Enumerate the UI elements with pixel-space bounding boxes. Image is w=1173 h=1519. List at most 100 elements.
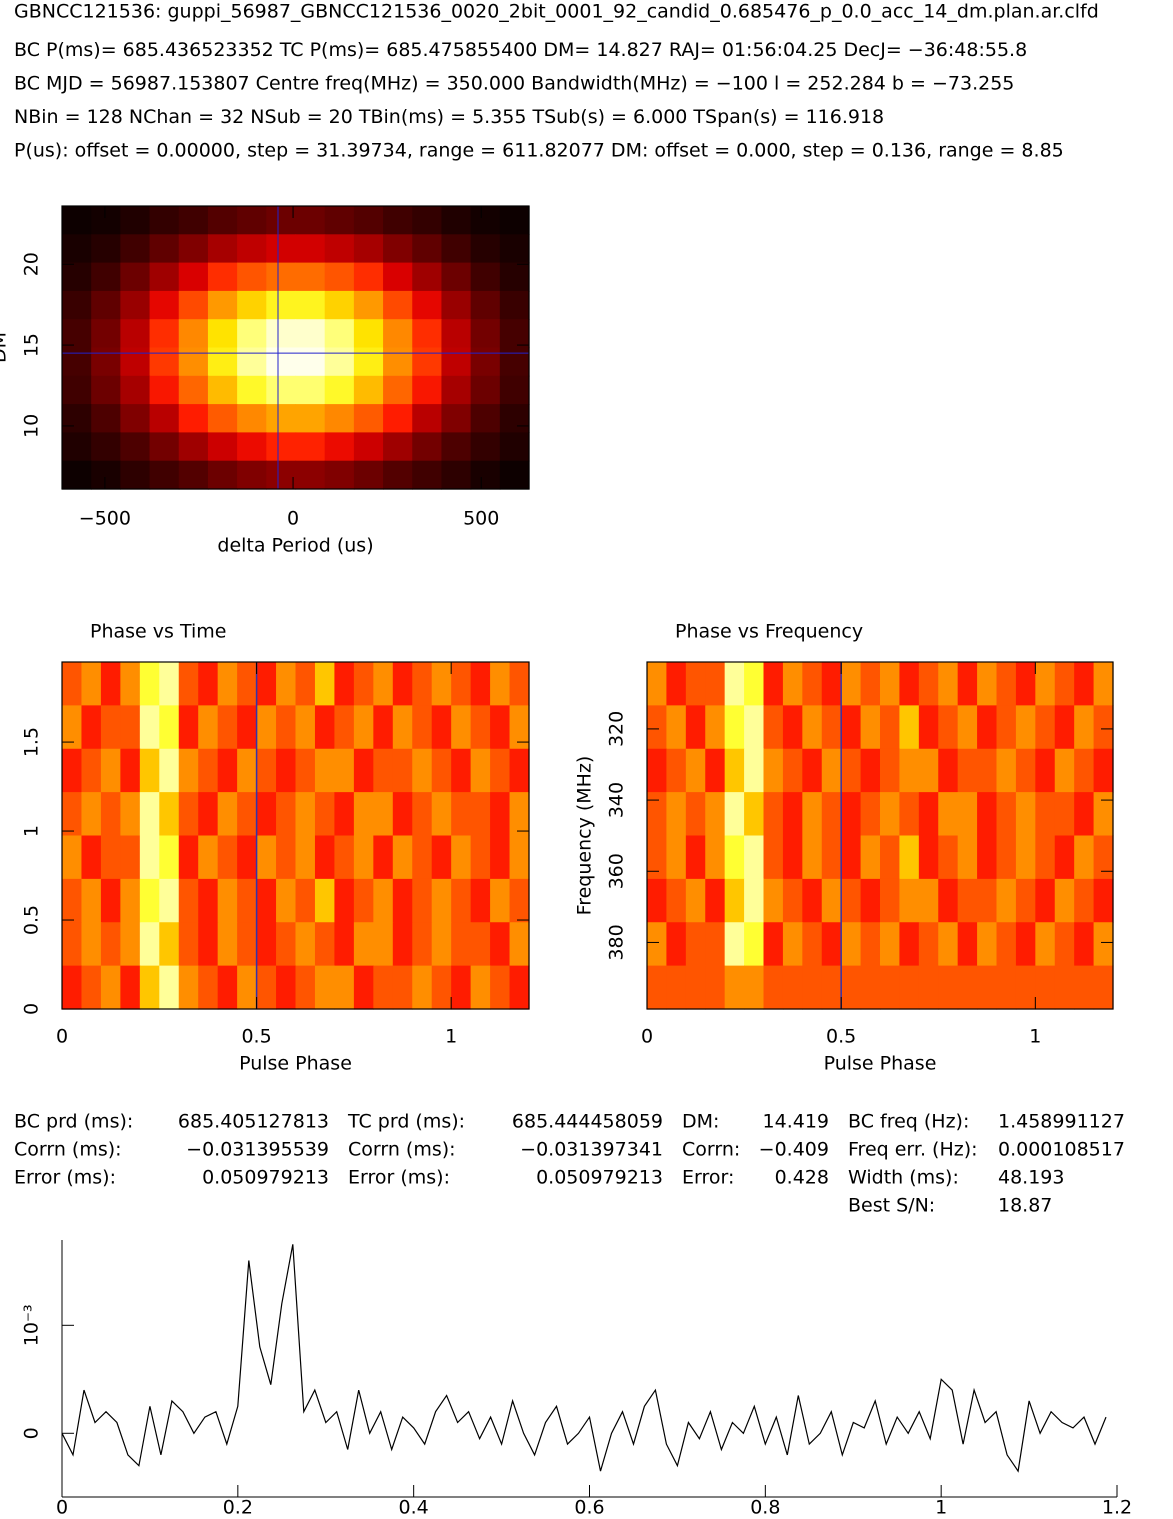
stat-cell: 685.444458059 [512, 1111, 663, 1133]
heat-cell [353, 234, 384, 264]
heat-cell [120, 922, 141, 967]
stat-cell: Corrn: [682, 1139, 740, 1161]
heat-cell [1074, 878, 1095, 923]
heat-cell [451, 965, 472, 1010]
header-line: BC P(ms)= 685.436523352 TC P(ms)= 685.47… [14, 39, 1027, 61]
heat-cell [499, 319, 530, 349]
heat-cell [1035, 878, 1056, 923]
heat-cell [120, 375, 151, 405]
heat-cell [159, 965, 180, 1010]
heat-cell [821, 965, 842, 1010]
panel-title: Phase vs Frequency [675, 621, 863, 643]
heat-cell [802, 835, 823, 880]
x-axis-label: Pulse Phase [824, 1053, 937, 1075]
heat-cell [996, 922, 1017, 967]
heat-cell [178, 319, 209, 349]
heat-cell [821, 922, 842, 967]
heat-cell [149, 375, 180, 405]
heat-cell [412, 705, 433, 750]
heat-cell [266, 290, 297, 320]
heat-cell [918, 878, 939, 923]
heat-cell [724, 705, 745, 750]
heat-cell [441, 375, 472, 405]
heat-cell [431, 922, 452, 967]
x-tick-label: 0 [56, 1026, 68, 1048]
heat-cell [880, 922, 901, 967]
heat-cell [207, 206, 238, 235]
heat-cell [91, 375, 121, 405]
heat-cell [957, 748, 978, 793]
stat-cell: Error (ms): [14, 1167, 116, 1189]
heat-cell [149, 206, 180, 235]
heat-cell [139, 662, 160, 706]
heat-cell [392, 878, 413, 923]
heat-cell [685, 922, 706, 967]
heat-cell [1015, 705, 1036, 750]
heat-cell [431, 835, 452, 880]
heat-cell [744, 662, 765, 706]
heat-cell [441, 319, 472, 349]
heat-cell [149, 262, 180, 292]
heat-cell [977, 748, 998, 793]
heat-cell [412, 347, 443, 377]
heat-cell [334, 835, 355, 880]
heat-cell [763, 705, 784, 750]
heat-cell [314, 792, 336, 837]
heat-cell [353, 206, 384, 235]
heat-cell [860, 878, 881, 923]
frame [646, 661, 1114, 1010]
heat-cell [295, 662, 316, 706]
y-tick-label: 380 [606, 924, 628, 960]
heat-cell [159, 835, 180, 880]
stat-cell: DM: [682, 1111, 719, 1133]
heat-cell [705, 792, 726, 837]
heat-cell [899, 792, 920, 837]
heat-cell [198, 922, 219, 967]
heat-cell [821, 792, 842, 837]
heat-cell [207, 460, 238, 490]
heat-cell [724, 748, 745, 793]
heat-cell [178, 347, 209, 377]
header-line: BC MJD = 56987.153807 Centre freq(MHz) =… [14, 73, 1014, 95]
heat-cell [295, 375, 326, 405]
heat-cell [724, 662, 745, 706]
heat-cell [295, 432, 326, 462]
heat-cell [178, 432, 209, 462]
heat-cell [470, 878, 491, 923]
stat-cell: −0.031397341 [520, 1139, 663, 1161]
heat-cell [62, 375, 92, 405]
heat-cell [470, 662, 491, 706]
heat-cell [373, 835, 394, 880]
heat-cell [441, 347, 472, 377]
heat-cell [178, 965, 199, 1010]
heat-cell [1015, 835, 1036, 880]
heat-cell [1093, 835, 1114, 880]
stat-cell: Best S/N: [848, 1195, 935, 1217]
heat-cell [441, 206, 472, 235]
heat-cell [412, 748, 433, 793]
heat-cell [324, 347, 355, 377]
heat-cell [880, 965, 901, 1010]
heat-cell [957, 705, 978, 750]
heat-cell [977, 922, 998, 967]
heat-cell [1054, 792, 1075, 837]
heat-cell [120, 965, 141, 1010]
heat-cell [100, 835, 121, 880]
heat-cell [782, 922, 803, 967]
heat-cell [178, 835, 199, 880]
heat-cell [431, 662, 452, 706]
heat-cell [353, 748, 374, 793]
heat-cell [276, 878, 297, 923]
heat-cell [91, 234, 121, 264]
heat-cell [324, 290, 355, 320]
heat-cell [918, 835, 939, 880]
y-tick-label: 10⁻³ [21, 1304, 43, 1346]
heat-cell [938, 835, 959, 880]
heat-cell [666, 922, 687, 967]
heat-cell [1015, 922, 1036, 967]
heat-cell [353, 662, 374, 706]
heat-cell [178, 262, 209, 292]
heat-cell [353, 347, 384, 377]
heat-cell [295, 705, 316, 750]
heat-cell [81, 965, 102, 1010]
